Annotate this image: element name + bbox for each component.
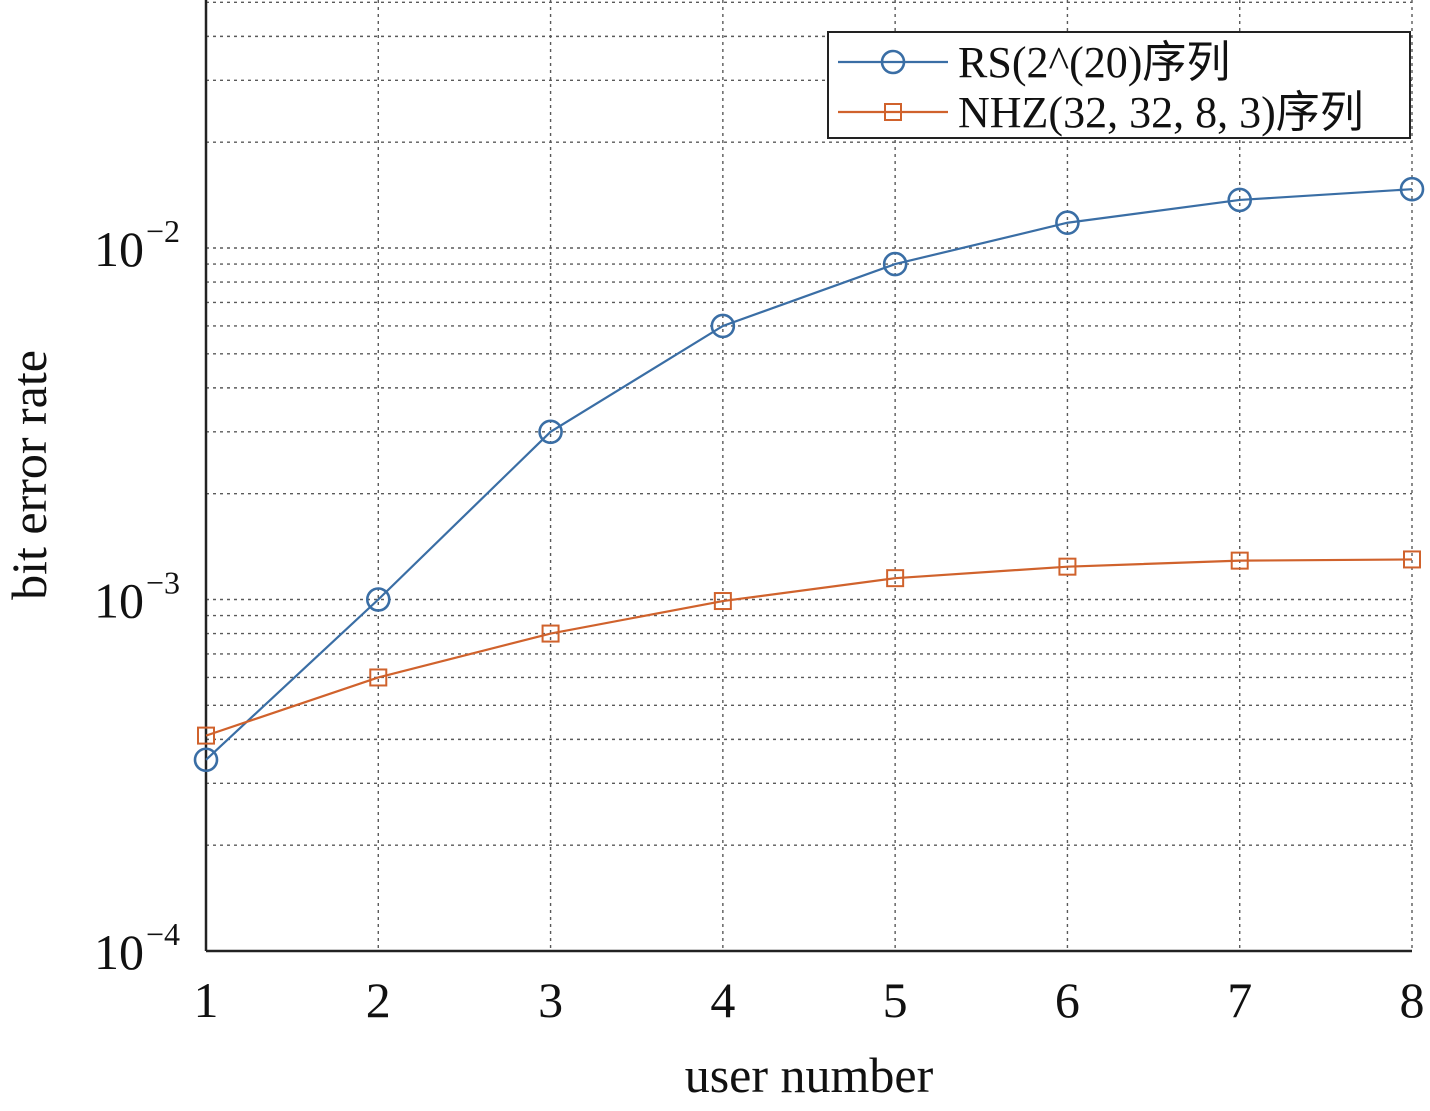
y-tick-base: 10	[94, 924, 144, 980]
x-tick-label: 3	[538, 972, 563, 1028]
axes	[204, 0, 1412, 953]
data-point	[713, 592, 732, 611]
data-point	[538, 419, 563, 445]
y-tick-base: 10	[94, 573, 144, 629]
x-axis-label: user number	[685, 1047, 934, 1103]
legend-label: NHZ(32, 32, 8, 3)序列	[958, 88, 1364, 137]
y-tick-label: 10 −3	[94, 565, 180, 629]
data-point	[1058, 557, 1077, 576]
data-point	[1399, 176, 1425, 202]
legend-marker	[880, 49, 906, 75]
data-point	[365, 587, 391, 612]
x-tick-label: 4	[710, 972, 735, 1028]
y-tick-label: 10 −2	[94, 213, 180, 277]
x-tick-label: 5	[883, 972, 908, 1028]
legend-entry: RS(2^(20)序列	[838, 38, 1230, 87]
series	[193, 176, 1425, 773]
x-tick-label: 2	[366, 972, 391, 1028]
y-tick-base: 10	[94, 221, 144, 277]
series-1	[193, 176, 1425, 773]
y-tick-exponent: −2	[146, 213, 180, 249]
data-point	[710, 313, 736, 339]
data-point	[197, 726, 215, 745]
series-line	[205, 188, 1413, 761]
x-tick-label: 7	[1227, 972, 1252, 1028]
y-tick-label: 10 −4	[94, 916, 180, 980]
legend-box	[827, 31, 1411, 139]
x-tick-label: 6	[1055, 972, 1080, 1028]
series-line	[205, 558, 1413, 737]
series-2	[197, 550, 1421, 745]
data-point	[1227, 187, 1253, 213]
grid-lines	[206, 0, 1413, 951]
x-tick-label: 8	[1400, 972, 1425, 1028]
data-point	[886, 569, 905, 588]
data-point	[541, 624, 560, 643]
legend-entry: NHZ(32, 32, 8, 3)序列	[838, 88, 1364, 137]
data-point	[369, 668, 388, 687]
legend-marker	[884, 103, 902, 121]
y-tick-exponent: −4	[146, 916, 180, 952]
data-point	[1230, 551, 1249, 570]
data-point	[193, 747, 219, 773]
y-tick-exponent: −3	[146, 565, 180, 601]
y-axis-label: bit error rate	[1, 350, 57, 600]
x-tick-label: 1	[194, 972, 219, 1028]
legend-label: RS(2^(20)序列	[958, 38, 1230, 87]
data-point	[1055, 210, 1080, 236]
data-point	[882, 251, 908, 277]
data-point	[1403, 550, 1421, 569]
tick-labels: 1 2 3 4 5 6 7 810−410−310−2	[94, 213, 1425, 1028]
